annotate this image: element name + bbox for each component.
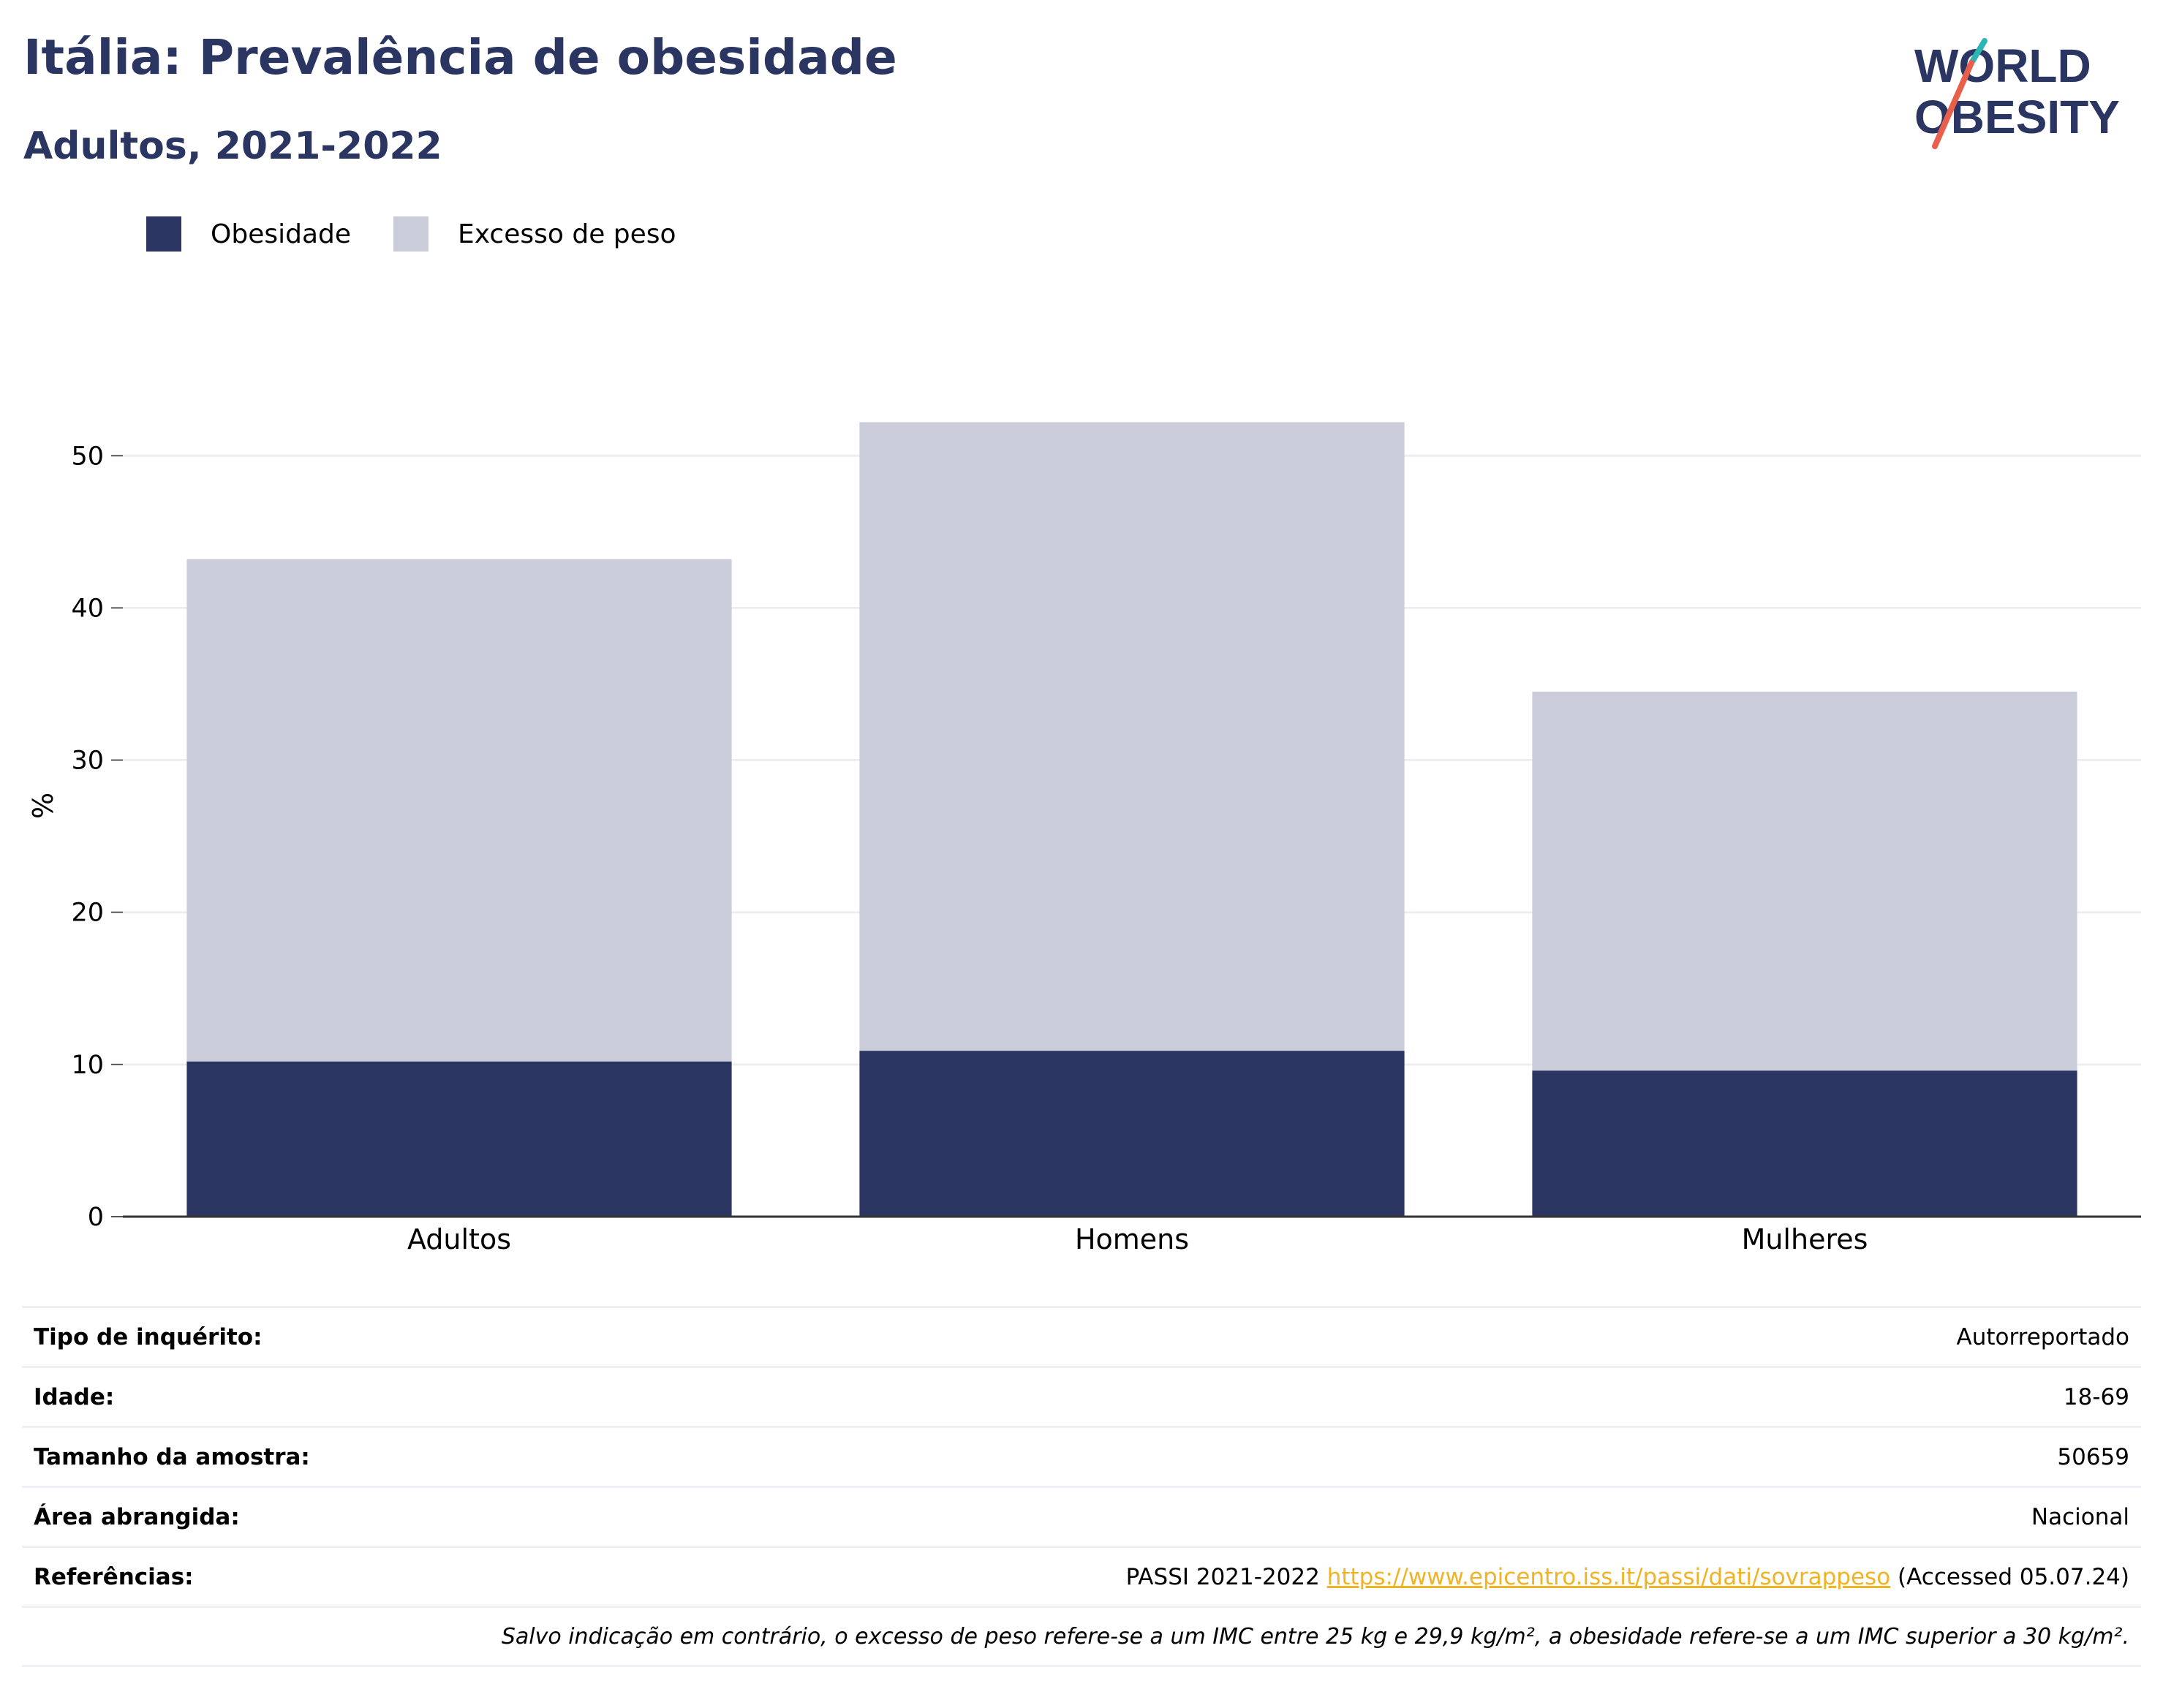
x-category-label: Mulheres [1742, 1223, 1868, 1255]
info-row-area: Área abrangida: Nacional [22, 1486, 2141, 1546]
y-tick-label: 50 [71, 442, 104, 471]
y-tick-label: 10 [71, 1051, 104, 1080]
chart-title: Itália: Prevalência de obesidade [23, 29, 897, 86]
info-label: Tamanho da amostra: [34, 1443, 310, 1470]
info-row-age: Idade: 18-69 [22, 1366, 2141, 1426]
info-value: 50659 [2057, 1443, 2129, 1470]
y-tick-label: 40 [71, 594, 104, 623]
info-value: Nacional [2031, 1503, 2129, 1530]
legend-item-overweight[interactable]: Excesso de peso [393, 216, 676, 252]
bar-overweight [1532, 691, 2077, 1071]
info-label: Referências: [34, 1563, 194, 1590]
info-row-references: Referências: PASSI 2021-2022 https://www… [22, 1546, 2141, 1606]
logo-slash-teal [1968, 38, 1988, 66]
y-tick-label: 30 [71, 747, 104, 776]
bar-chart: 0 10 20 30 40 50% Adultos Homens Mulheres [27, 422, 2141, 1255]
info-value: 18-69 [2063, 1383, 2129, 1410]
info-row-note: Salvo indicação em contrário, o excesso … [22, 1606, 2141, 1667]
reference-link[interactable]: https://www.epicentro.iss.it/passi/dati/… [1326, 1563, 1891, 1590]
legend-label-obesity: Obesidade [211, 219, 352, 249]
chart-legend: Obesidade Excesso de peso [146, 216, 719, 252]
logo-text-world: WORLD [1914, 39, 2091, 92]
bar-obesity [186, 1061, 732, 1217]
bar-overweight [859, 422, 1405, 1051]
survey-info-table: Tipo de inquérito: Autorreportado Idade:… [22, 1306, 2141, 1667]
info-row-sample-size: Tamanho da amostra: 50659 [22, 1426, 2141, 1486]
bar-obesity [1532, 1070, 2077, 1217]
reference-source: PASSI 2021-2022 [1125, 1563, 1320, 1590]
info-label: Idade: [34, 1383, 115, 1410]
y-tick-label: 0 [88, 1203, 104, 1232]
chart-subtitle: Adultos, 2021-2022 [23, 124, 442, 168]
bar-obesity [859, 1051, 1405, 1217]
definition-note: Salvo indicação em contrário, o excesso … [501, 1623, 2129, 1650]
info-label: Área abrangida: [34, 1503, 240, 1530]
x-category-label: Adultos [407, 1223, 511, 1255]
bar-overweight [186, 559, 732, 1062]
info-label: Tipo de inquérito: [34, 1323, 263, 1350]
logo-slash-red [1932, 60, 1974, 149]
legend-swatch-overweight [393, 216, 429, 252]
legend-swatch-obesity [146, 216, 181, 252]
world-obesity-logo: WORLD OBESITY [1914, 38, 2120, 149]
legend-label-overweight: Excesso de peso [458, 219, 676, 249]
info-value: Autorreportado [1956, 1323, 2130, 1350]
reference-accessed: (Accessed 05.07.24) [1898, 1563, 2129, 1590]
x-category-label: Homens [1075, 1223, 1189, 1255]
legend-item-obesity[interactable]: Obesidade [146, 216, 351, 252]
y-axis-label: % [27, 793, 59, 819]
y-tick-label: 20 [71, 899, 104, 928]
references-value: PASSI 2021-2022 https://www.epicentro.is… [1126, 1564, 2129, 1590]
info-row-survey-type: Tipo de inquérito: Autorreportado [22, 1306, 2141, 1366]
